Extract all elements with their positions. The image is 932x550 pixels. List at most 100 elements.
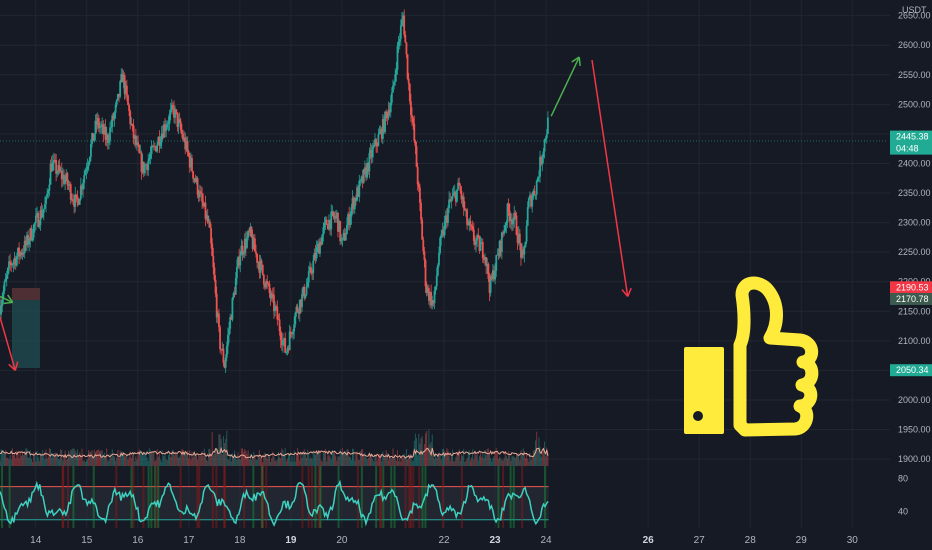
- candle-body: [468, 221, 471, 225]
- candle-body: [287, 348, 290, 351]
- candle-body: [86, 166, 89, 170]
- candle-body: [180, 130, 183, 134]
- candle-body: [177, 119, 180, 127]
- candle-body: [522, 249, 525, 255]
- y-tick-label: 2000.00: [898, 395, 931, 405]
- candle-body: [282, 340, 284, 346]
- candle-body: [119, 81, 122, 97]
- candle-body: [241, 245, 244, 255]
- candle-body: [312, 260, 315, 274]
- candle-body: [547, 117, 549, 134]
- candle-body: [449, 199, 452, 202]
- price-badge-label: 2050.34: [896, 365, 929, 375]
- candle-body: [88, 156, 91, 163]
- candle-body: [83, 175, 86, 183]
- candle-body: [51, 162, 54, 172]
- thumbs-up-icon: [684, 276, 819, 437]
- candle-body: [380, 128, 383, 139]
- candle-body: [123, 75, 126, 94]
- candle-body: [334, 215, 337, 219]
- candle-body: [273, 294, 275, 312]
- candle-body: [328, 219, 330, 230]
- x-tick-label: 14: [30, 535, 42, 546]
- arrow-down-head: [621, 289, 629, 297]
- candle-body: [257, 262, 260, 263]
- candle-body: [375, 139, 378, 146]
- candle-body: [420, 202, 422, 220]
- candle-body: [404, 34, 407, 43]
- candle-body: [11, 264, 14, 266]
- y-tick-label: 2350.00: [898, 188, 931, 198]
- arrow-down-head: [627, 287, 632, 297]
- candle-body: [350, 207, 353, 217]
- x-tick-label: 22: [438, 535, 450, 546]
- candle-body: [120, 73, 123, 82]
- candle-body: [227, 334, 229, 347]
- candle-body: [444, 215, 447, 222]
- candle-body: [402, 15, 404, 20]
- candle-body: [269, 292, 272, 299]
- candle-body: [77, 199, 80, 205]
- candle-body: [414, 140, 417, 147]
- candle-body: [530, 195, 532, 207]
- candle-body: [333, 216, 336, 219]
- candle-body: [116, 93, 119, 100]
- candle-body: [127, 95, 129, 105]
- range-zone: [12, 288, 40, 368]
- arrow-up: [550, 56, 580, 117]
- candle-body: [458, 182, 461, 186]
- candle-body: [68, 184, 71, 186]
- candle-body: [19, 252, 22, 257]
- candle-body: [18, 247, 20, 257]
- candle-body: [384, 111, 387, 132]
- candle-body: [481, 242, 484, 258]
- y-axis-panel[interactable]: [890, 0, 932, 550]
- candle-body: [536, 177, 539, 182]
- candle-body: [182, 133, 184, 140]
- candle-body: [175, 109, 178, 113]
- candle-body: [188, 155, 191, 168]
- candle-body: [342, 233, 345, 238]
- candle-body: [432, 300, 435, 304]
- candle-body: [275, 306, 278, 307]
- candle-body: [75, 194, 78, 197]
- x-axis-panel[interactable]: [0, 528, 890, 550]
- candle-body: [225, 346, 228, 358]
- candle-body: [215, 293, 218, 318]
- price-badges: 2445.38 04:48 2190.53 2170.78 2050.34: [890, 130, 932, 377]
- candle-body: [516, 234, 519, 243]
- candle-body: [118, 93, 120, 97]
- candle-body: [479, 243, 482, 251]
- candle-body: [70, 199, 73, 201]
- candle-body: [498, 240, 501, 256]
- candle-body: [15, 256, 18, 266]
- candle-body: [315, 247, 318, 259]
- candle-body: [121, 73, 124, 83]
- candle-body: [365, 167, 367, 178]
- candle-body: [490, 275, 493, 279]
- candle-body: [94, 120, 97, 135]
- candle-body: [379, 128, 382, 133]
- candle-body: [374, 139, 376, 145]
- candle-body: [427, 288, 430, 301]
- candle-body: [543, 139, 546, 152]
- candle-body: [224, 357, 227, 368]
- candle-body: [363, 167, 366, 170]
- candle-body: [21, 252, 24, 255]
- arrow-down-head: [14, 361, 19, 371]
- candle-body: [506, 203, 509, 223]
- candle-body: [1, 299, 4, 306]
- candle-body: [262, 274, 265, 285]
- candle-body: [485, 257, 488, 267]
- candle-body: [346, 224, 348, 235]
- candle-body: [310, 267, 312, 273]
- candle-body: [212, 255, 215, 268]
- candle-body: [330, 211, 333, 230]
- candle-body: [242, 252, 245, 255]
- candle-body: [381, 119, 384, 139]
- x-tick-label: 29: [796, 535, 808, 546]
- candle-body: [55, 160, 58, 174]
- candle-body: [54, 159, 56, 161]
- candle-body: [527, 198, 530, 208]
